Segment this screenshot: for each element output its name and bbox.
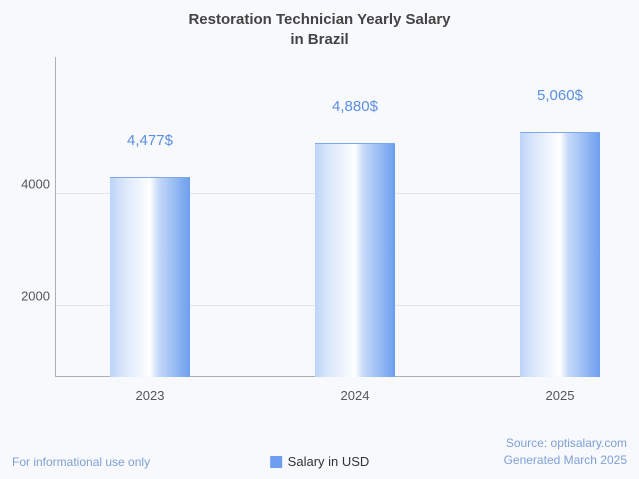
y-tick-label-2000: 2000	[10, 289, 50, 304]
x-tick-label-2023[interactable]: 2023	[100, 388, 200, 403]
x-tick-label-2024[interactable]: 2024	[305, 388, 405, 403]
bar-value-label-2025: 5,060$	[510, 87, 610, 104]
chart-title: Restoration Technician Yearly Salary in …	[0, 0, 639, 49]
footer-source: Source: optisalary.com Generated March 2…	[504, 435, 627, 469]
footer: For informational use only Salary in USD…	[0, 431, 639, 471]
y-tick-label-4000: 4000	[10, 177, 50, 192]
bar-2023[interactable]	[110, 177, 190, 377]
y-axis-line	[55, 57, 56, 377]
bar-group-2025[interactable]: 5,060$ 2025	[520, 132, 600, 377]
legend-label-salary: Salary in USD	[288, 454, 370, 469]
footer-disclaimer: For informational use only	[12, 455, 150, 469]
x-tick-label-2025[interactable]: 2025	[510, 388, 610, 403]
bar-value-label-2023: 4,477$	[100, 132, 200, 149]
bar-value-label-2024: 4,880$	[305, 98, 405, 115]
chart-plot-area: 4000 2000 4,477$ 2023 4,880$ 2024 5,060$…	[55, 57, 584, 407]
bar-group-2024[interactable]: 4,880$ 2024	[315, 143, 395, 377]
bar-2025[interactable]	[520, 132, 600, 377]
legend[interactable]: Salary in USD	[270, 454, 370, 469]
bar-2024[interactable]	[315, 143, 395, 377]
legend-swatch-salary	[270, 456, 282, 468]
bar-group-2023[interactable]: 4,477$ 2023	[110, 177, 190, 377]
